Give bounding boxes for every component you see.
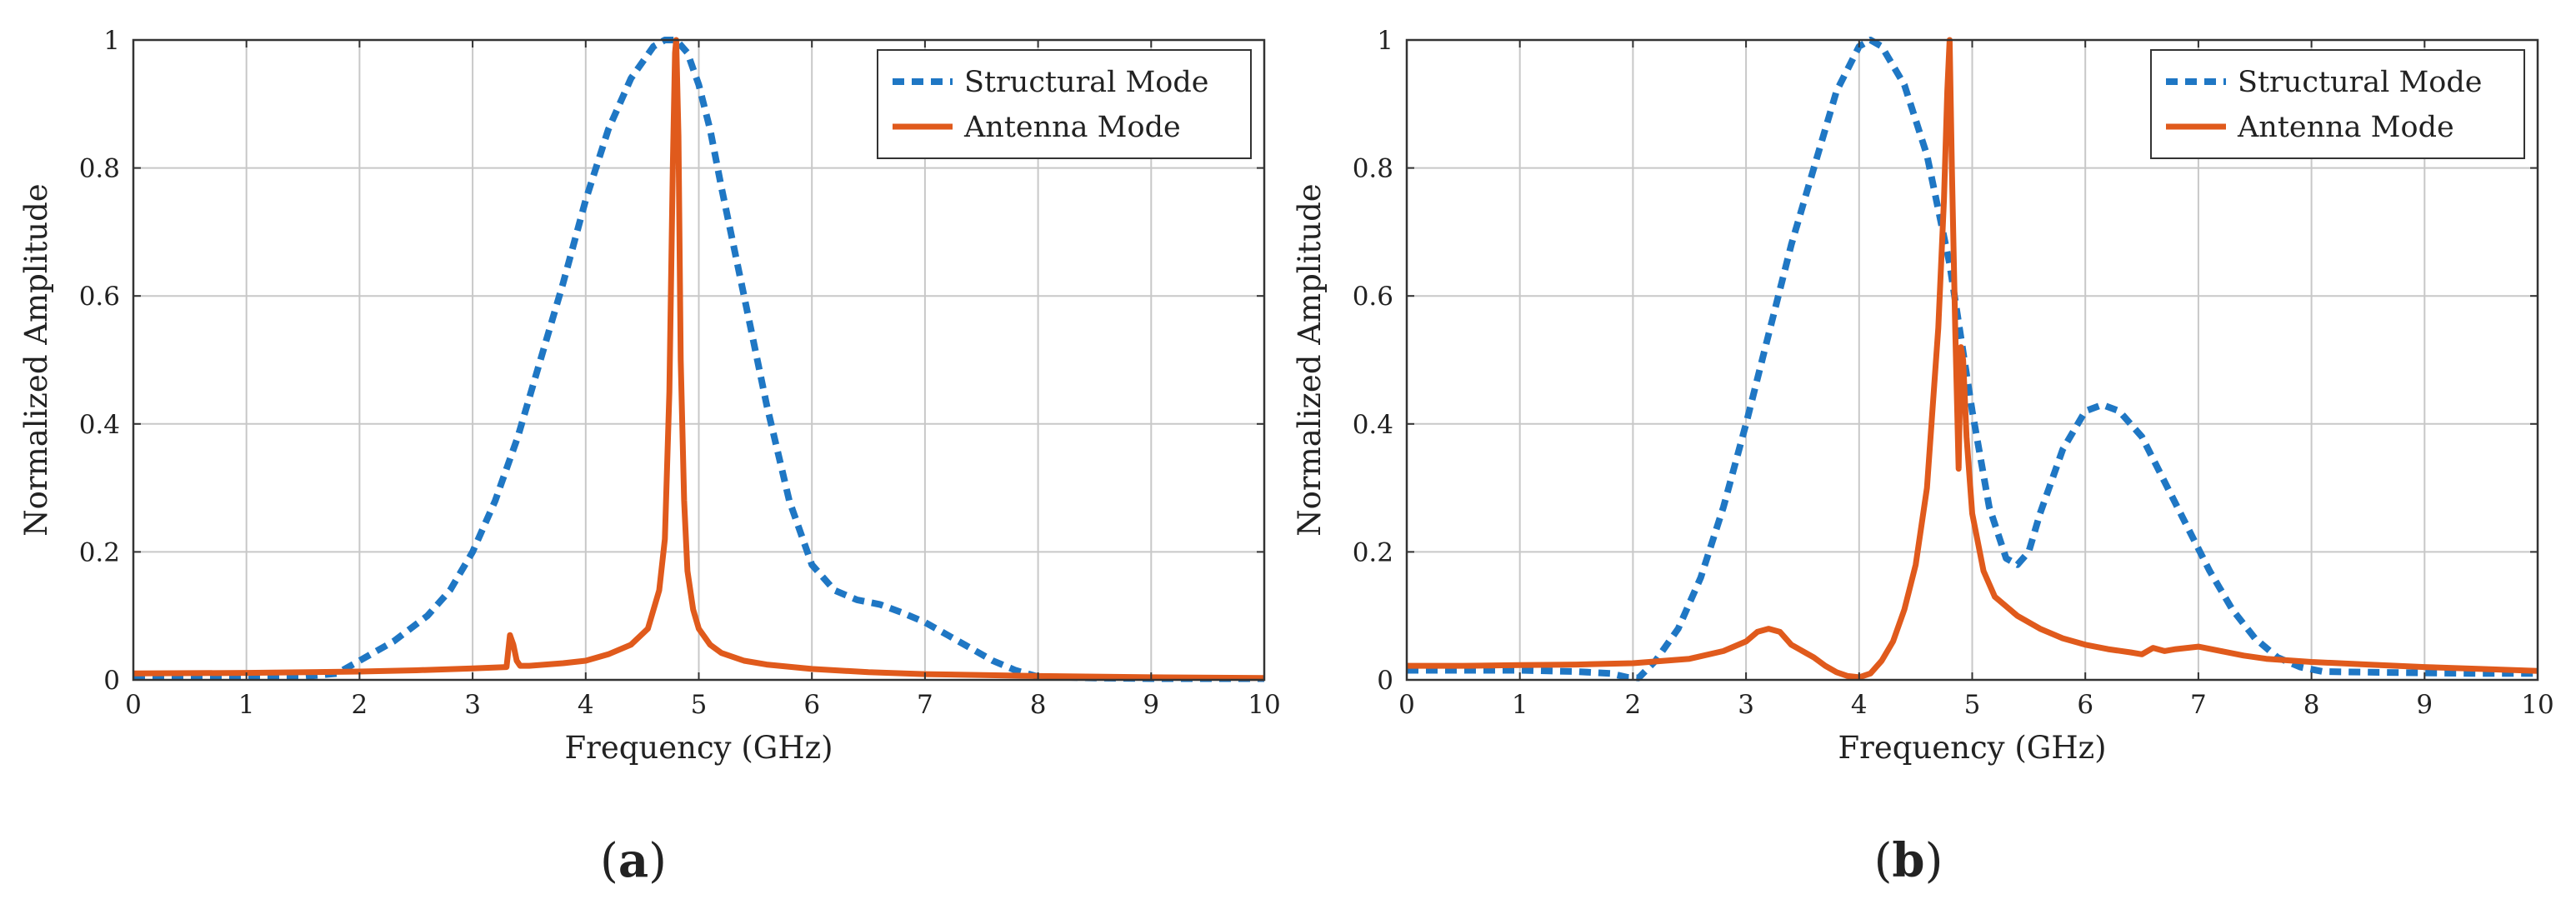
y-tick-label: 0.8 (1353, 154, 1393, 184)
y-axis-label-b: Normalized Amplitude (1292, 183, 1328, 536)
x-tick-label: 1 (238, 690, 255, 720)
legend-label-structural-a: Structural Mode (964, 66, 1208, 99)
panel-label-a: (a) (600, 833, 667, 888)
legend-box-b (2150, 49, 2525, 159)
y-tick-label: 0 (1377, 666, 1393, 696)
x-axis-label-b: Frequency (GHz) (1838, 730, 2106, 766)
panel-letter-a: a (618, 833, 648, 888)
x-tick-label: 9 (2416, 690, 2433, 720)
x-tick-label: 10 (2521, 690, 2553, 720)
x-tick-label: 6 (803, 690, 820, 720)
legend-label-structural-b: Structural Mode (2238, 66, 2482, 99)
x-tick-label: 1 (1512, 690, 1528, 720)
x-tick-label: 8 (1030, 690, 1047, 720)
axes-b: 0 1 2 3 4 5 6 7 8 9 10 0 0.2 0.4 0.6 0.8 1 (1353, 26, 2554, 720)
panel-label-b: (b) (1874, 833, 1943, 888)
axes-a: 0 1 2 3 4 5 6 7 8 9 10 0 0.2 0.4 0.6 0.8 1 (79, 26, 1281, 720)
x-tick-label: 0 (1398, 690, 1415, 720)
x-tick-label: 6 (2077, 690, 2093, 720)
structural-mode-line-b (1407, 37, 2538, 682)
legend-label-antenna-a: Antenna Mode (963, 111, 1181, 144)
series-a (133, 37, 1264, 682)
legend-box-a (877, 49, 1252, 159)
chart-panel-a: 0 1 2 3 4 5 6 7 8 9 10 0 0.2 0.4 0.6 0.8 1 Frequency (GH… (18, 26, 1281, 888)
x-tick-label: 9 (1143, 690, 1159, 720)
y-tick-label: 0.4 (1353, 410, 1393, 440)
y-tick-label: 0.4 (79, 410, 120, 440)
y-tick-label: 1 (1377, 26, 1393, 56)
legend-a: Structural Mode Antenna Mode (877, 49, 1252, 159)
x-tick-label: 7 (917, 690, 933, 720)
x-tick-label: 4 (1851, 690, 1868, 720)
y-tick-label: 1 (103, 26, 120, 56)
y-tick-label: 0.2 (79, 537, 120, 567)
y-tick-label: 0.6 (1353, 282, 1393, 312)
x-tick-label: 0 (125, 690, 142, 720)
y-tick-label: 0 (103, 666, 120, 696)
x-tick-label: 4 (578, 690, 594, 720)
legend-b: Structural Mode Antenna Mode (2150, 49, 2525, 159)
x-tick-label: 2 (352, 690, 368, 720)
antenna-mode-line-a (133, 37, 1264, 682)
x-axis-label-a: Frequency (GHz) (564, 730, 833, 766)
y-tick-label: 0.2 (1353, 537, 1393, 567)
structural-mode-line-a (133, 37, 1264, 682)
x-tick-label: 3 (1738, 690, 1754, 720)
y-axis-label-a: Normalized Amplitude (18, 183, 54, 536)
legend-label-antenna-b: Antenna Mode (2237, 111, 2454, 144)
x-tick-label: 5 (1964, 690, 1981, 720)
y-tick-label: 0.8 (79, 154, 120, 184)
series-b (1407, 37, 2538, 682)
panel-letter-b: b (1892, 833, 1924, 888)
chart-panel-b: 0 1 2 3 4 5 6 7 8 9 10 0 0.2 0.4 0.6 0.8 1 Frequency (GH… (1292, 26, 2554, 888)
x-tick-label: 2 (1625, 690, 1642, 720)
y-tick-label: 0.6 (79, 282, 120, 312)
x-tick-label: 8 (2303, 690, 2320, 720)
antenna-mode-line-b (1407, 37, 2538, 681)
x-tick-label: 10 (1248, 690, 1280, 720)
x-tick-label: 3 (464, 690, 481, 720)
x-tick-label: 5 (691, 690, 708, 720)
x-tick-label: 7 (2190, 690, 2207, 720)
